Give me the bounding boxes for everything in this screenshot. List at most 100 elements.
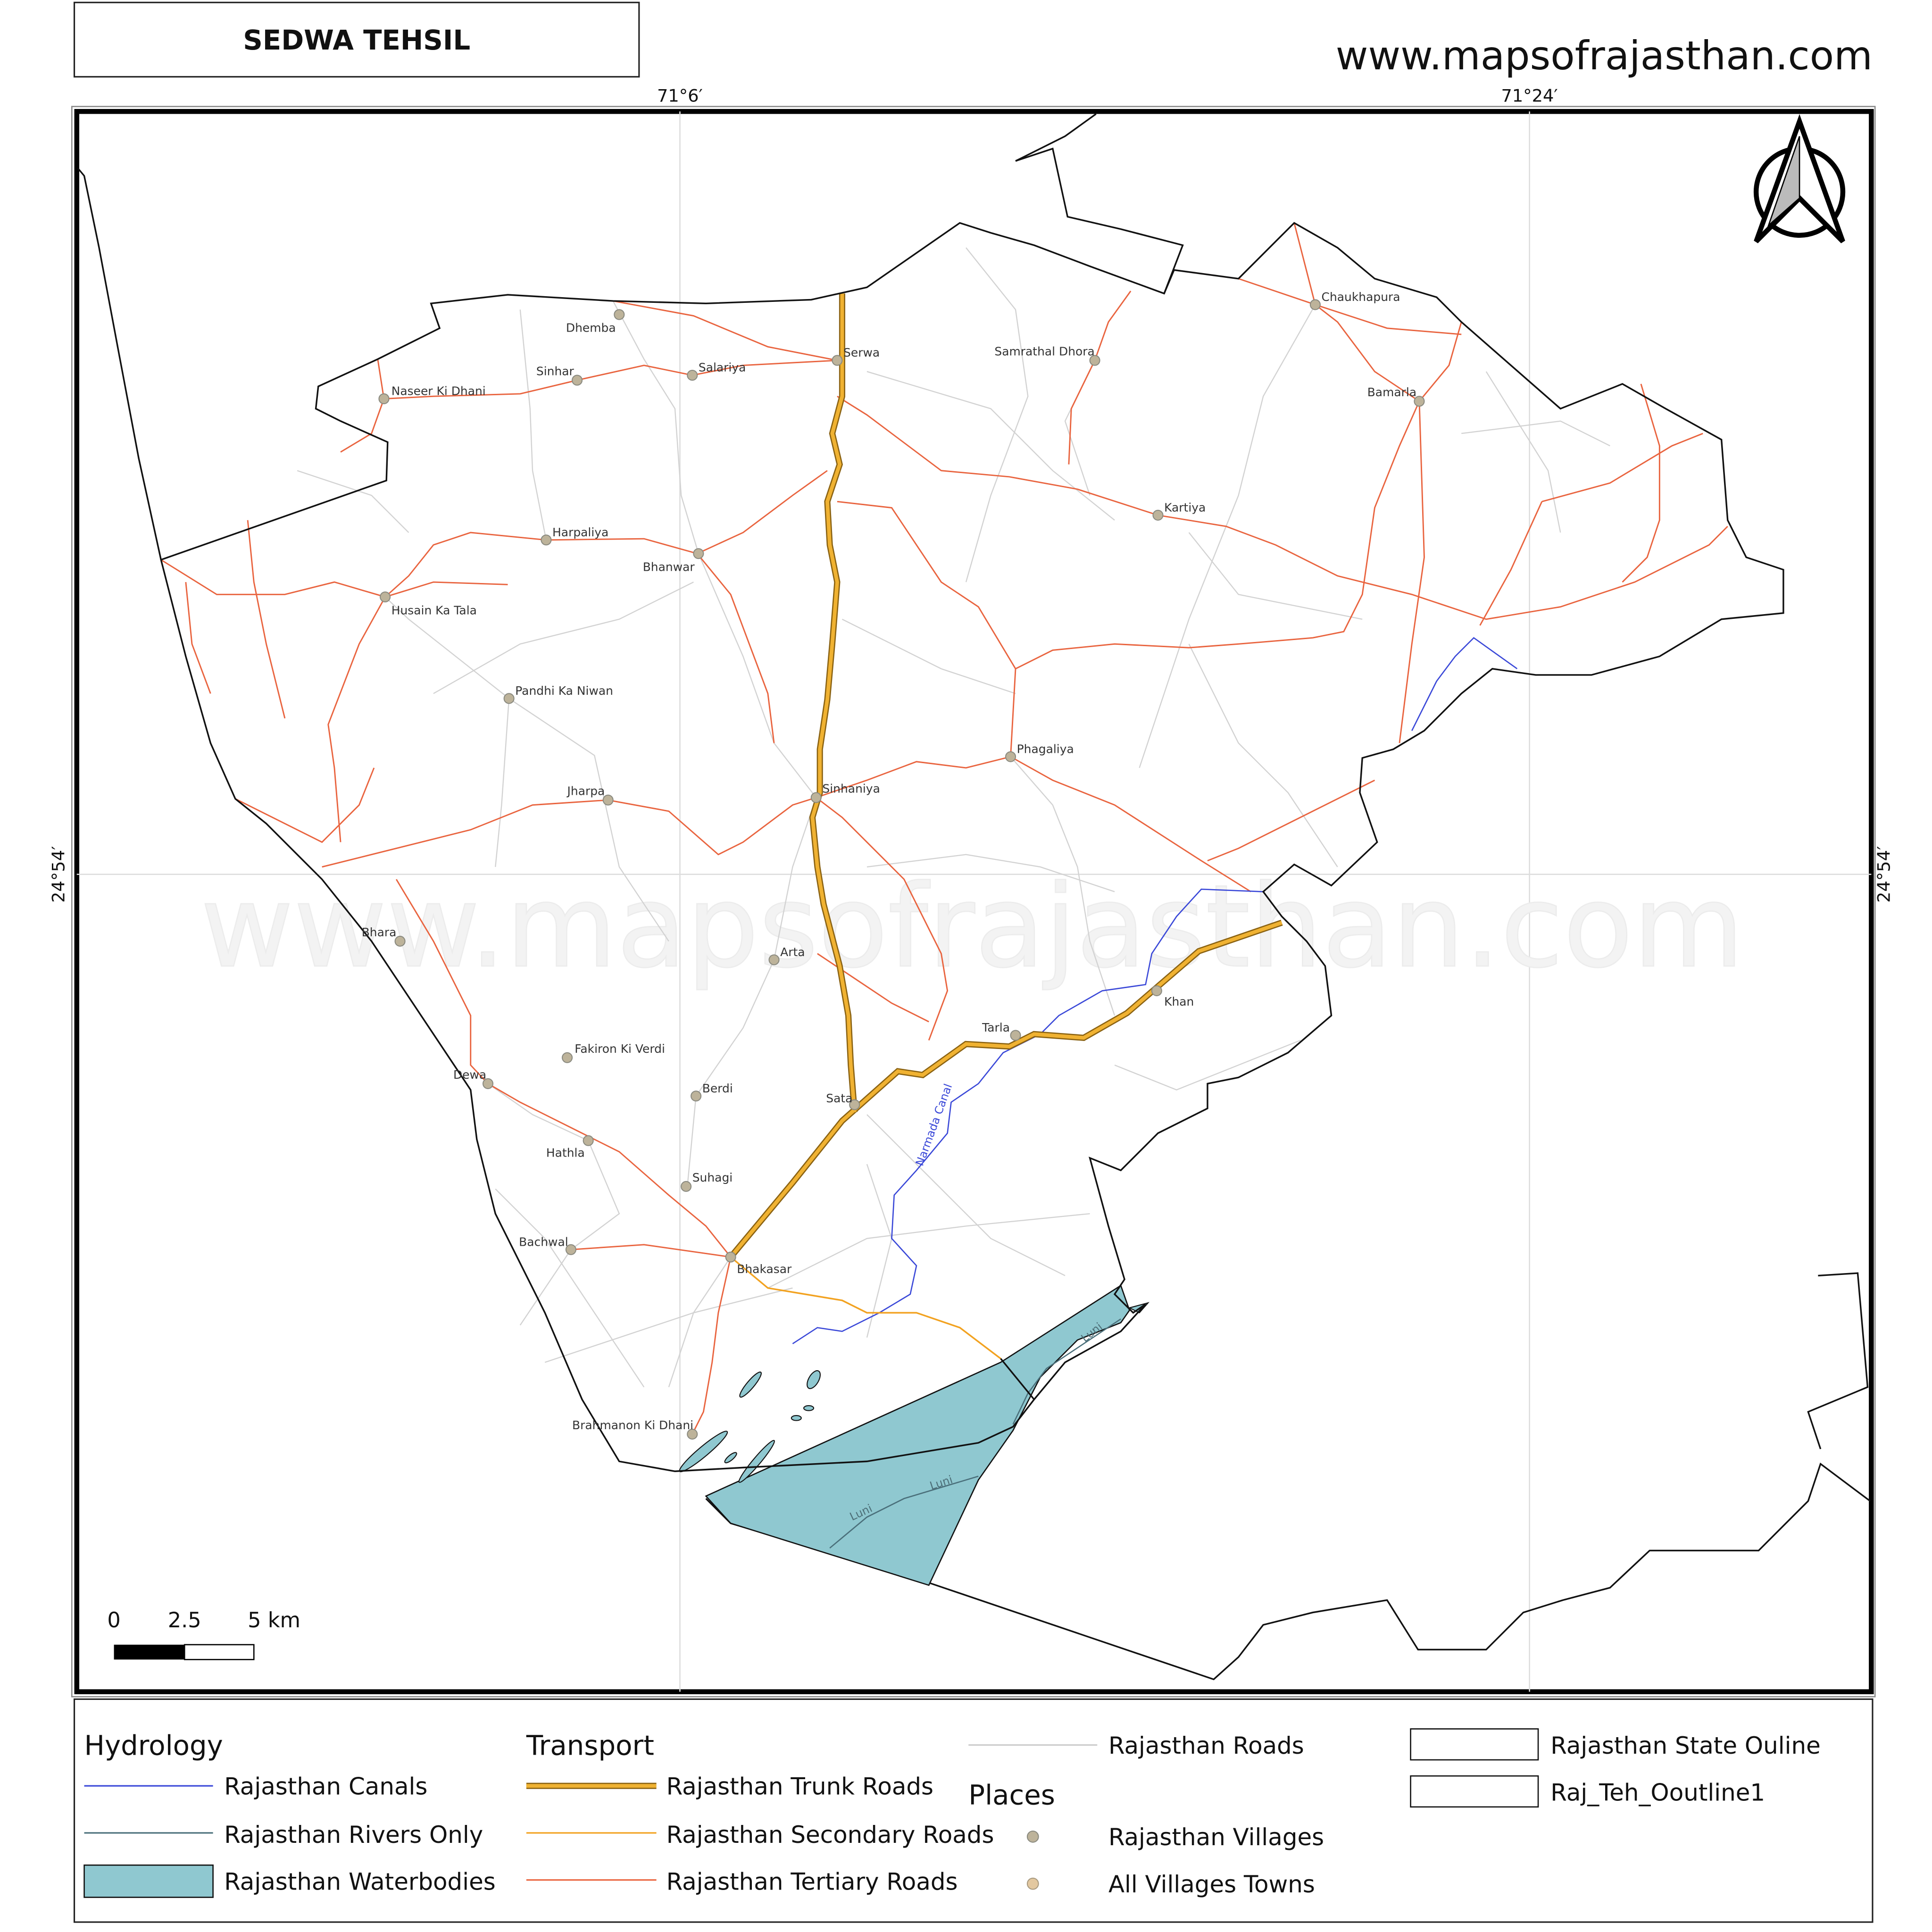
- legend-swatch: [1410, 1775, 1539, 1808]
- village-marker: [561, 1052, 573, 1063]
- village-marker: [810, 792, 822, 803]
- canal: [792, 888, 1264, 1344]
- legend-item: Rajasthan Waterbodies: [224, 1868, 496, 1896]
- place-label: Phagaliya: [1017, 742, 1074, 756]
- village-marker: [1151, 985, 1162, 997]
- place-label: Dhemba: [566, 321, 616, 335]
- waterbody: [738, 1440, 775, 1483]
- state-outline: [1807, 1272, 1869, 1449]
- legend-swatch: [1026, 1830, 1039, 1843]
- place-label: Berdi: [702, 1082, 733, 1095]
- secondary-road: [730, 1256, 1001, 1359]
- legend-item: Rajasthan Secondary Roads: [666, 1821, 994, 1849]
- place-label: Fakiron Ki Verdi: [575, 1042, 665, 1056]
- place-label: Serwa: [843, 346, 880, 359]
- legend-item: Rajasthan Roads: [1108, 1732, 1304, 1759]
- legend-heading: Hydrology: [84, 1730, 223, 1762]
- tehsil-outline: [1000, 1358, 1035, 1400]
- river: [829, 1475, 979, 1549]
- river: [1012, 1318, 1121, 1425]
- map-frame: [74, 109, 1874, 1694]
- village-marker: [541, 534, 552, 546]
- place-label: Sinhar: [536, 365, 575, 378]
- place-label: Jharpa: [566, 784, 605, 798]
- village-marker: [687, 1428, 698, 1440]
- village-marker: [691, 1091, 702, 1102]
- place-label: Arta: [780, 945, 805, 959]
- village-marker: [768, 954, 780, 966]
- state-outline: [1015, 147, 1184, 294]
- place-label: Bachwal: [519, 1235, 568, 1249]
- village-marker: [602, 794, 614, 806]
- scale-label: 5 km: [248, 1608, 300, 1632]
- legend-item: Rajasthan State Ouline: [1550, 1732, 1820, 1759]
- waterbody: [803, 1405, 815, 1411]
- state-outline: [705, 1462, 1871, 1681]
- legend-swatch: [1410, 1728, 1539, 1761]
- legend-item: Rajasthan Trunk Roads: [666, 1773, 933, 1800]
- watermark: www.mapsofrajasthan.com: [200, 860, 1744, 993]
- place-label: Kartiya: [1164, 500, 1206, 514]
- village-marker: [378, 393, 390, 405]
- state-outline: [77, 167, 162, 560]
- place-label: Hathla: [546, 1146, 585, 1159]
- place-label: Dewa: [453, 1068, 486, 1082]
- waterbody: [705, 1284, 1131, 1586]
- legend-heading: Places: [968, 1779, 1055, 1811]
- scale-label: 2.5: [168, 1608, 201, 1632]
- longitude-label: 71°6′: [657, 85, 703, 106]
- village-marker: [583, 1135, 594, 1146]
- village-marker: [1152, 509, 1164, 521]
- place-label: Khan: [1164, 995, 1194, 1008]
- village-marker: [565, 1244, 576, 1255]
- village-marker: [380, 591, 391, 603]
- legend-item: Rajasthan Rivers Only: [224, 1821, 483, 1849]
- place-label: Bamarla: [1367, 385, 1416, 399]
- place-label: Bhanwar: [643, 560, 695, 574]
- legend-heading: Transport: [526, 1730, 654, 1762]
- trunk-roads: [728, 293, 1283, 1259]
- place-label: Tarla: [982, 1021, 1010, 1034]
- place-label: Suhagi: [692, 1171, 733, 1184]
- legend-swatch: [1026, 1877, 1039, 1890]
- village-marker: [832, 355, 843, 366]
- place-label: Harpaliya: [552, 525, 608, 539]
- legend-item: Rajasthan Tertiary Roads: [666, 1868, 958, 1896]
- longitude-label: 71°24′: [1501, 85, 1558, 106]
- place-label: Husain Ka Tala: [391, 603, 477, 617]
- title-box: [73, 1, 640, 78]
- place-label: Brahmanon Ki Dhani: [572, 1418, 693, 1432]
- legend-swatch: [83, 1864, 214, 1898]
- title: SEDWA TEHSIL: [243, 24, 470, 56]
- website: www.mapsofrajasthan.com: [1336, 33, 1873, 79]
- outer-frame: [71, 106, 1876, 1698]
- place-label: Sata: [826, 1091, 852, 1105]
- state-outline: [1015, 113, 1097, 162]
- village-marker: [1089, 355, 1100, 366]
- scale-bar: 0 2.5 5 km: [107, 1608, 300, 1660]
- village-marker: [1010, 1030, 1021, 1041]
- waterbody: [791, 1415, 802, 1421]
- place-label: Sinhaniya: [822, 782, 880, 795]
- village-marker: [1005, 751, 1016, 762]
- place-label: Naseer Ki Dhani: [391, 384, 486, 398]
- place-label: Salariya: [699, 361, 746, 375]
- place-label: Bhakasar: [737, 1262, 792, 1276]
- village-marker: [1309, 299, 1321, 310]
- village-marker: [503, 693, 515, 704]
- waterbody: [739, 1371, 762, 1398]
- waterbody: [807, 1370, 821, 1389]
- village-marker: [614, 309, 625, 320]
- village-marker: [849, 1099, 860, 1110]
- village-marker: [681, 1181, 692, 1192]
- tehsil-outline: [160, 222, 1784, 1472]
- scale-label: 0: [107, 1608, 120, 1632]
- latitude-label: 24°54′: [49, 846, 69, 903]
- legend-item: Rajasthan Villages: [1108, 1824, 1324, 1851]
- waterbody: [724, 1452, 737, 1464]
- village-marker: [687, 370, 698, 381]
- village-marker: [725, 1251, 736, 1263]
